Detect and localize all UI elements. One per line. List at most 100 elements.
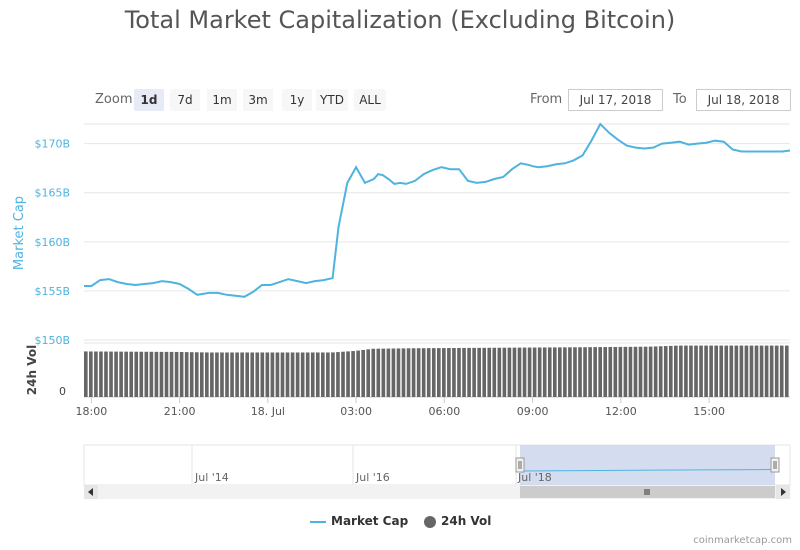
volume-bar: [174, 351, 179, 397]
navigator-series: [519, 469, 776, 472]
volume-bar: [240, 352, 244, 397]
volume-bar: [648, 346, 653, 397]
volume-bar: [119, 351, 123, 397]
credit-link[interactable]: coinmarketcap.com: [693, 535, 792, 546]
volume-bar: [426, 348, 431, 397]
volume-bar: [84, 351, 88, 397]
zoom-ytd-button[interactable]: YTD: [316, 89, 348, 111]
volume-bar: [109, 351, 113, 397]
volume-bar: [674, 345, 678, 397]
volume-bar: [517, 347, 522, 397]
volume-bar: [759, 345, 764, 397]
volume-bar: [89, 351, 93, 397]
to-date-input[interactable]: Jul 18, 2018: [696, 89, 791, 111]
volume-bar: [472, 347, 476, 397]
volume-bar: [739, 345, 744, 397]
volume-bar: [210, 352, 214, 397]
volume-bar: [547, 347, 552, 397]
volume-bar: [643, 346, 648, 397]
volume-bar: [734, 345, 739, 397]
volume-bar: [663, 346, 668, 397]
volume-bars[interactable]: [84, 345, 789, 397]
volume-bar: [169, 351, 174, 397]
volume-bar: [305, 352, 310, 397]
from-label: From: [530, 92, 563, 107]
volume-bar: [199, 352, 204, 397]
volume-bar: [139, 351, 144, 397]
x-tick-label: 18. Jul: [251, 405, 285, 418]
volume-bar: [194, 352, 199, 397]
volume-bar: [668, 345, 673, 397]
volume-bar: [532, 347, 537, 397]
zoom-1y-button[interactable]: 1y: [282, 89, 312, 111]
y-axis-ticks: $150B $155B $160B $165B $170B: [34, 138, 70, 347]
volume-bar: [326, 352, 330, 397]
volume-bar: [522, 347, 527, 397]
navigator-tick-label: Jul '18: [517, 471, 552, 484]
volume-bar: [104, 351, 108, 397]
zoom-3m-button[interactable]: 3m: [243, 89, 273, 111]
volume-bar: [391, 348, 396, 397]
navigator-tick-label: Jul '16: [355, 471, 390, 484]
volume-bar: [679, 345, 683, 397]
volume-bar: [638, 346, 643, 397]
volume-bar: [658, 346, 663, 397]
scrollbar[interactable]: [84, 485, 790, 499]
from-date-input[interactable]: Jul 17, 2018: [568, 89, 663, 111]
volume-bar: [159, 351, 164, 397]
volume-bar: [492, 347, 497, 397]
volume-bar: [270, 352, 275, 397]
volume-bar: [220, 352, 224, 397]
volume-bar: [653, 346, 658, 397]
volume-bar: [99, 351, 103, 397]
legend-label: Market Cap: [331, 514, 409, 528]
volume-bar: [285, 352, 290, 397]
volume-bar: [537, 347, 542, 397]
navigator-left-handle[interactable]: [515, 457, 525, 473]
volume-bar: [230, 352, 234, 397]
volume-bar: [462, 347, 466, 397]
zoom-1m-button[interactable]: 1m: [207, 89, 237, 111]
volume-bar: [346, 351, 350, 397]
volume-bar: [431, 348, 436, 397]
volume-bar: [401, 348, 406, 397]
volume-bar: [437, 348, 441, 397]
volume-bar: [699, 345, 703, 397]
volume-bar: [689, 345, 693, 397]
volume-zero-tick: 0: [59, 385, 66, 398]
navigator[interactable]: Jul '14 Jul '16 Jul '18: [83, 444, 791, 486]
volume-bar: [250, 352, 255, 397]
volume-bar: [331, 352, 335, 397]
volume-bar: [558, 347, 562, 397]
legend-label: 24h Vol: [441, 514, 492, 528]
volume-bar: [134, 351, 139, 397]
volume-bar: [245, 352, 249, 397]
volume-bar: [552, 347, 557, 397]
volume-bar: [396, 348, 401, 397]
volume-bar: [255, 352, 260, 397]
volume-bar: [568, 347, 572, 397]
legend-item-market-cap[interactable]: Market Cap: [310, 514, 408, 528]
zoom-7d-button[interactable]: 7d: [170, 89, 200, 111]
x-tick-label: 21:00: [164, 405, 196, 418]
volume-bar: [482, 347, 487, 397]
volume-bar: [447, 348, 451, 397]
volume-bar: [406, 348, 411, 397]
volume-bar: [467, 347, 471, 397]
volume-bar: [179, 352, 184, 397]
market-cap-line[interactable]: [84, 122, 791, 298]
volume-bar: [633, 346, 638, 397]
zoom-all-button[interactable]: ALL: [354, 89, 386, 111]
volume-bar: [386, 348, 391, 397]
navigator-selection[interactable]: [520, 445, 775, 485]
volume-bar: [754, 345, 759, 397]
volume-bar: [94, 351, 98, 397]
volume-bar: [512, 347, 517, 397]
navigator-right-handle[interactable]: [770, 457, 780, 473]
volume-bar: [709, 345, 713, 397]
legend-item-volume[interactable]: 24h Vol: [424, 514, 491, 528]
volume-bar: [421, 348, 426, 397]
x-tick-label: 15:00: [693, 405, 725, 418]
zoom-1d-button[interactable]: 1d: [134, 89, 164, 111]
